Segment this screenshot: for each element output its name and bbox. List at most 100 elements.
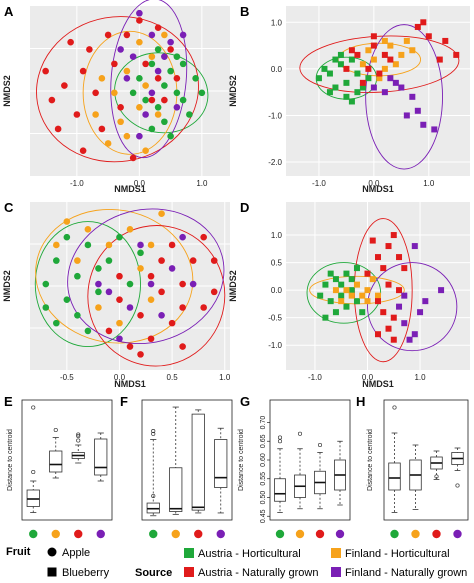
legend-fruit-title: Fruit — [6, 546, 31, 558]
data-point-red — [442, 37, 449, 44]
data-point-green — [348, 276, 355, 283]
data-point-red — [396, 287, 403, 294]
y-tick-label: 0.55 — [260, 472, 267, 486]
confidence-ellipse-red — [299, 35, 460, 93]
data-point-red — [168, 241, 176, 249]
outlier-point — [392, 405, 397, 410]
data-point-green — [332, 84, 339, 91]
data-point-purple — [117, 46, 124, 53]
data-point-green — [148, 60, 156, 68]
data-point-red — [111, 60, 118, 68]
y-axis-title: Distance to centroid — [7, 429, 14, 491]
data-point-orange — [381, 65, 388, 72]
data-point-green — [63, 233, 71, 241]
data-point-purple — [392, 79, 399, 86]
y-tick-label: 0.50 — [260, 491, 267, 505]
data-point-orange — [142, 147, 149, 154]
data-point-green — [332, 309, 339, 316]
data-point-purple — [136, 9, 143, 17]
data-point-red — [200, 304, 207, 311]
plot-frame — [141, 399, 233, 521]
data-point-orange — [123, 67, 131, 75]
data-point-red — [381, 51, 388, 58]
data-point-red — [380, 309, 387, 316]
data-point-green — [326, 70, 333, 77]
data-point-red — [123, 31, 131, 39]
data-point-red — [385, 325, 392, 332]
x-axis-title: NMDS1 — [362, 379, 394, 389]
data-point-green — [173, 53, 181, 60]
data-point-purple — [370, 84, 377, 91]
data-point-red — [380, 265, 387, 272]
scatter-panel-b: -1.0 0.0 1.0 -2.0 -1.0 0.0 1.0 NMDS1 NMDS2 — [228, 6, 470, 194]
panel-letter-c: C — [4, 200, 14, 215]
data-point-red — [116, 296, 123, 303]
x-tick-label: 0.5 — [167, 373, 179, 382]
data-point-orange — [364, 287, 371, 294]
box-orange — [169, 467, 183, 512]
data-point-purple — [438, 287, 445, 294]
data-point-green — [317, 292, 324, 299]
data-point-red — [385, 243, 392, 250]
data-point-orange — [369, 276, 376, 283]
legend-austria-naturally-grown-swatch — [184, 567, 194, 577]
outlier-point — [151, 493, 156, 499]
boxplot-panel-e: Distance to centroid — [7, 399, 113, 539]
legend-source-title: Source — [135, 567, 172, 579]
panel-letter-a: A — [4, 4, 14, 19]
data-point-green — [179, 60, 187, 68]
box-purple — [94, 438, 108, 476]
data-point-red — [420, 19, 427, 26]
data-point-red — [42, 67, 49, 75]
data-point-green — [338, 292, 345, 299]
data-point-red — [104, 31, 112, 39]
y-tick-label: -2.0 — [268, 158, 282, 167]
data-point-green — [42, 304, 50, 311]
data-point-orange — [53, 241, 60, 249]
data-point-orange — [116, 319, 123, 327]
data-point-red — [436, 56, 443, 63]
x-tick-label: -1.0 — [312, 179, 326, 188]
data-point-red — [385, 281, 392, 288]
legend-austria-naturally-grown-label: Austria - Naturally grown — [198, 567, 318, 579]
confidence-ellipse-red — [87, 225, 226, 367]
data-point-purple — [417, 309, 424, 316]
y-axis-title: NMDS2 — [2, 75, 12, 107]
y-tick-label: 1.0 — [271, 231, 283, 240]
outlier-point — [151, 429, 156, 434]
data-point-purple — [136, 132, 143, 140]
legend-finland-horticultural-label: Finland - Horticultural — [345, 548, 450, 560]
data-point-green — [84, 241, 92, 249]
data-point-red — [73, 111, 81, 118]
category-dot-green — [390, 529, 399, 539]
data-point-green — [343, 270, 350, 277]
data-point-green — [332, 276, 339, 283]
data-point-purple — [167, 38, 174, 46]
box-green — [388, 462, 401, 491]
data-point-red — [425, 33, 432, 40]
data-point-purple — [179, 31, 187, 39]
outlier-point — [151, 431, 156, 436]
data-point-purple — [116, 335, 123, 343]
legend: Fruit Apple Blueberry Source Austria - H… — [6, 546, 467, 579]
category-dot-orange — [171, 529, 180, 539]
data-point-red — [390, 314, 397, 321]
data-point-red — [390, 232, 397, 239]
data-point-green — [348, 287, 355, 294]
outlier-point — [31, 469, 36, 475]
data-point-red — [137, 351, 144, 358]
data-point-orange — [364, 298, 371, 305]
data-point-green — [53, 319, 60, 327]
data-point-orange — [370, 56, 377, 63]
legend-austria-horticultural-label: Austria - Horticultural — [198, 548, 301, 560]
data-point-green — [198, 89, 206, 97]
data-point-orange — [136, 38, 143, 46]
data-point-red — [375, 331, 381, 338]
y-axis-title: NMDS2 — [228, 75, 238, 107]
data-point-purple — [179, 233, 186, 241]
plot-frame — [383, 399, 469, 521]
data-point-orange — [403, 37, 410, 44]
outlier-point — [277, 435, 283, 440]
data-point-purple — [396, 303, 403, 310]
